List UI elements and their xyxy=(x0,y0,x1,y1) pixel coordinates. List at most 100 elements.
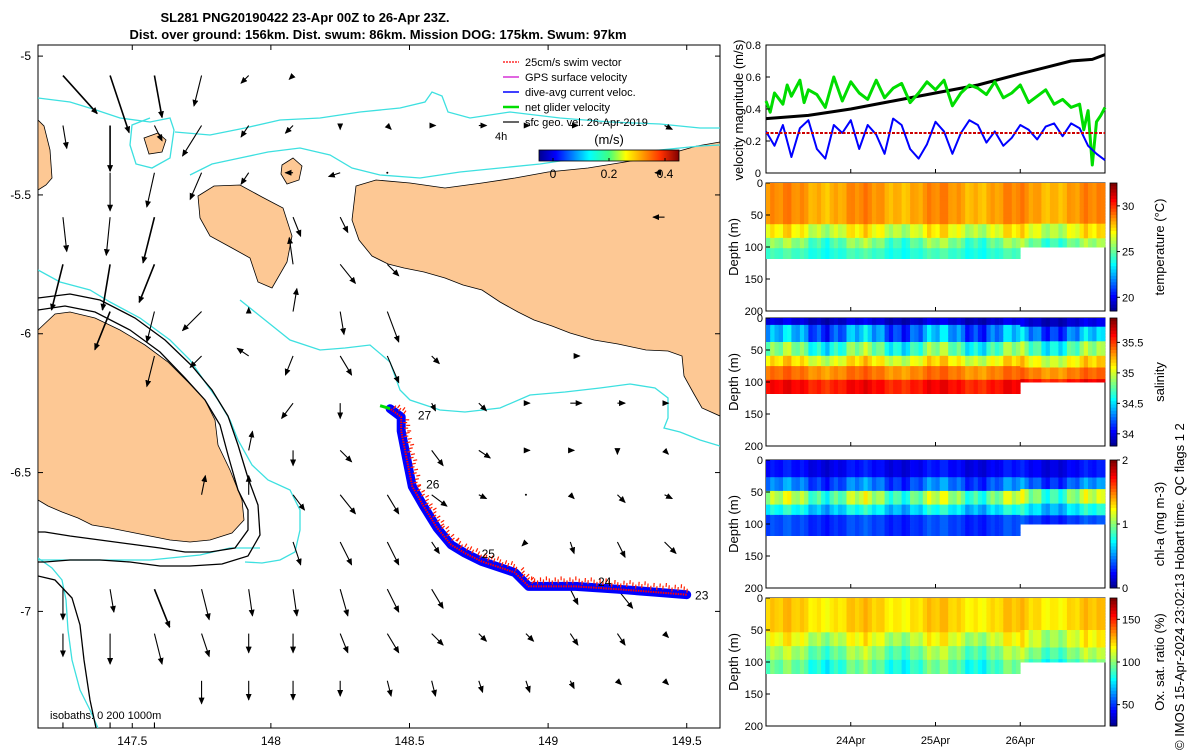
section-cell xyxy=(994,207,1000,211)
section-cell xyxy=(965,213,970,218)
section-cell xyxy=(884,528,890,533)
section-cell xyxy=(855,463,860,468)
section-cell xyxy=(1028,212,1034,216)
section-cell xyxy=(1062,191,1068,196)
section-cell xyxy=(922,255,928,259)
section-cell xyxy=(910,328,915,333)
section-cell xyxy=(795,244,801,249)
section-cell xyxy=(1054,358,1059,363)
section-cell xyxy=(816,237,822,242)
section-cell xyxy=(1024,358,1030,363)
section-cell xyxy=(910,200,915,205)
section-cell xyxy=(952,335,958,340)
section-cell xyxy=(884,490,890,495)
section-cell xyxy=(778,200,784,205)
section-cell xyxy=(994,200,1000,205)
section-cell xyxy=(982,369,987,374)
section-cell xyxy=(859,369,864,374)
section-cell xyxy=(897,324,902,329)
section-cell xyxy=(1016,338,1021,343)
swim-vector-tick xyxy=(512,563,516,568)
section-cell xyxy=(1075,226,1080,230)
section-cell xyxy=(871,497,877,502)
section-cell xyxy=(1058,329,1063,333)
section-cell xyxy=(787,487,792,492)
section-cell xyxy=(783,183,788,187)
section-cell xyxy=(799,196,805,201)
section-cell xyxy=(1041,367,1046,371)
section-cell xyxy=(1041,229,1046,233)
section-cell xyxy=(897,372,902,377)
section-cell xyxy=(986,321,991,326)
section-cell xyxy=(842,220,847,225)
section-cell xyxy=(783,193,788,198)
section-cell xyxy=(842,532,847,536)
section-cell xyxy=(871,234,877,239)
section-cell xyxy=(1058,364,1063,368)
section-cell xyxy=(783,470,788,475)
section-cell xyxy=(833,220,839,225)
section-cell xyxy=(901,231,907,235)
section-cell xyxy=(795,241,801,246)
section-cell xyxy=(910,369,915,374)
section-cell xyxy=(876,379,881,384)
section-cell xyxy=(766,490,771,495)
section-cell xyxy=(1092,364,1097,368)
section-cell xyxy=(931,460,936,464)
section-cell xyxy=(783,494,788,499)
section-cell xyxy=(783,224,788,229)
isobaths-label: isobaths: 0 200 1000m xyxy=(50,710,161,722)
section-cell xyxy=(1088,203,1093,207)
section-cell xyxy=(939,318,945,322)
section-cell xyxy=(842,386,847,391)
section-cell xyxy=(939,345,945,350)
section-cell xyxy=(829,224,835,229)
section-cell xyxy=(787,348,792,353)
section-cell xyxy=(1058,223,1063,228)
section-cell xyxy=(867,255,873,259)
section-cell xyxy=(867,217,873,222)
section-cell xyxy=(770,390,775,394)
section-cell xyxy=(842,342,847,346)
section-cell xyxy=(944,200,949,205)
section-cell xyxy=(846,508,852,512)
section-cell xyxy=(825,490,830,495)
section-cell xyxy=(884,200,890,205)
section-cell xyxy=(888,224,894,229)
velocity-arrow xyxy=(569,633,579,646)
section-cell xyxy=(778,189,784,194)
section-cell xyxy=(859,521,864,526)
section-cell xyxy=(842,390,847,394)
section-cell xyxy=(867,203,873,208)
section-cell xyxy=(884,321,890,326)
section-cell xyxy=(969,224,974,229)
section-cell xyxy=(922,217,928,222)
section-cell xyxy=(799,217,805,222)
section-cell xyxy=(787,484,792,488)
legend-net-label: net glider velocity xyxy=(525,102,610,114)
section-cell xyxy=(901,355,907,360)
section-cell xyxy=(948,514,953,519)
section-cell xyxy=(867,186,873,191)
section-cell xyxy=(1028,347,1034,351)
section-cell xyxy=(982,383,987,388)
section-cell xyxy=(1003,200,1008,205)
section-cell xyxy=(1058,323,1063,328)
section-cell xyxy=(846,318,852,322)
section-colorbar-step xyxy=(1110,385,1117,389)
section-cell xyxy=(838,501,843,506)
section-cell xyxy=(1033,212,1038,216)
section-cell xyxy=(931,193,936,198)
section-cell xyxy=(770,213,775,218)
section-cell xyxy=(791,210,796,215)
section-cell xyxy=(846,497,852,502)
section-cell xyxy=(965,224,970,229)
section-cell xyxy=(799,220,805,225)
section-cell xyxy=(952,318,958,322)
section-cell xyxy=(948,255,953,259)
section-cell xyxy=(884,255,890,259)
section-cell xyxy=(914,372,919,377)
section-cell xyxy=(1100,235,1106,239)
section-cell xyxy=(893,514,898,519)
section-cell xyxy=(871,338,877,343)
